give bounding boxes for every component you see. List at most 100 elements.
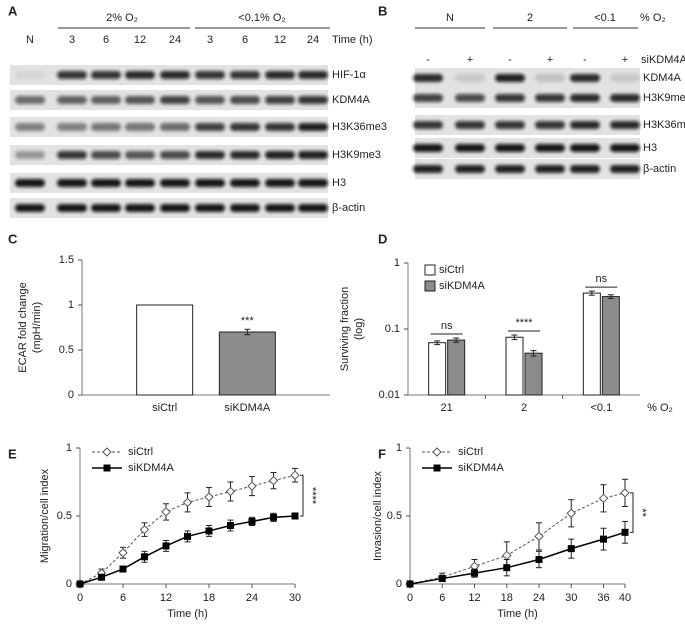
blot-band (495, 165, 525, 173)
blot-band (57, 179, 87, 187)
x-tick-label: 24 (533, 592, 545, 604)
blot-band (230, 204, 260, 212)
y-axis-label: (log) (353, 318, 365, 340)
panel-label: C (8, 231, 18, 246)
blot-strip (415, 68, 640, 88)
blot-band (125, 123, 155, 131)
blot-band (495, 121, 525, 129)
blot-band (195, 151, 225, 159)
blot-band (495, 94, 525, 102)
blot-strip (415, 159, 640, 179)
blot-band (15, 179, 45, 187)
significance: **** (515, 317, 533, 329)
blot-band (160, 123, 190, 131)
lane-label: 12 (274, 34, 286, 46)
row-label: H3K9me3 (332, 149, 381, 161)
point-marker (270, 513, 277, 521)
blot-band (610, 121, 640, 129)
blot-band (455, 74, 485, 82)
group-label: <0.1 (594, 12, 616, 24)
row-label: H3K9me3 (643, 92, 685, 104)
lane-label: N (26, 34, 34, 46)
bar (524, 352, 543, 396)
legend-label: siKDM4A (458, 462, 505, 474)
x-tick-label: 18 (203, 592, 215, 604)
blot-band (160, 71, 190, 79)
row-label: H3K36me3 (643, 119, 685, 131)
blot-band (91, 179, 121, 187)
blot-band (15, 123, 45, 131)
blot-band (535, 144, 565, 152)
blot-band (413, 94, 443, 102)
blot-band (230, 179, 260, 187)
blot-band (570, 121, 600, 129)
row-label: KDM4A (332, 94, 371, 106)
y-axis-label: (mpH/min) (31, 302, 43, 353)
point-marker (621, 528, 629, 536)
point-marker (535, 556, 543, 564)
legend-swatch (424, 280, 436, 292)
x-tick-label: 0 (77, 592, 83, 604)
blot-band (455, 121, 485, 129)
x-tick-label: <0.1 (590, 402, 612, 414)
point-marker (471, 569, 478, 577)
point-marker (184, 532, 191, 540)
blot-band (57, 96, 87, 104)
blot-band (535, 165, 565, 173)
point-marker (432, 447, 442, 457)
x-axis-label: Time (h) (167, 608, 208, 620)
legend-label: siCtrl (458, 446, 483, 458)
panel-label: E (8, 446, 17, 461)
y-axis-label: Surviving fraction (339, 287, 351, 371)
y-tick-label: 1.5 (59, 254, 74, 266)
blot-band (265, 71, 295, 79)
point-marker (433, 464, 441, 472)
row-label: KDM4A (643, 72, 682, 84)
y-tick-label: 1 (66, 442, 72, 454)
blot-band (91, 123, 121, 131)
bar (505, 336, 524, 396)
blot-band (298, 71, 328, 79)
x-tick-label: 18 (501, 592, 513, 604)
lane-label: 12 (134, 34, 146, 46)
lane-label: 3 (69, 34, 75, 46)
bar (218, 331, 276, 396)
blot-band (230, 96, 260, 104)
blot-band (230, 71, 260, 79)
blot-band (125, 179, 155, 187)
blot-band (570, 165, 600, 173)
panel-label: D (378, 231, 387, 246)
x-tick-label: 6 (120, 592, 126, 604)
blot-band (570, 94, 600, 102)
blot-band (535, 121, 565, 129)
point-marker (290, 470, 300, 480)
blot-band (195, 179, 225, 187)
legend-swatch (424, 264, 436, 276)
lane-label: + (467, 54, 473, 66)
y-tick-label: 0 (66, 578, 72, 590)
blot-band (195, 204, 225, 212)
group-axis-label: % O₂ (640, 12, 666, 24)
blot-band (195, 123, 225, 131)
panel-label: A (8, 3, 18, 18)
lane-label: - (583, 54, 587, 66)
row-label: H3K36me3 (332, 121, 387, 133)
x-tick-label: siCtrl (152, 402, 177, 414)
blot-strip (415, 138, 640, 158)
blot-band (413, 74, 443, 82)
blot-band (15, 71, 45, 79)
lane-axis-label: siKDM4A (641, 54, 685, 66)
blot-band (160, 151, 190, 159)
panel-label: B (378, 3, 387, 18)
point-marker (248, 517, 256, 525)
panel-label: F (378, 446, 386, 461)
lane-label: 24 (169, 34, 181, 46)
blot-band (91, 151, 121, 159)
x-tick-label: 6 (439, 592, 445, 604)
blot-band (495, 144, 525, 152)
lane-label: - (426, 54, 430, 66)
point-marker (182, 497, 193, 508)
point-marker (76, 580, 84, 588)
lane-label: 3 (207, 34, 213, 46)
